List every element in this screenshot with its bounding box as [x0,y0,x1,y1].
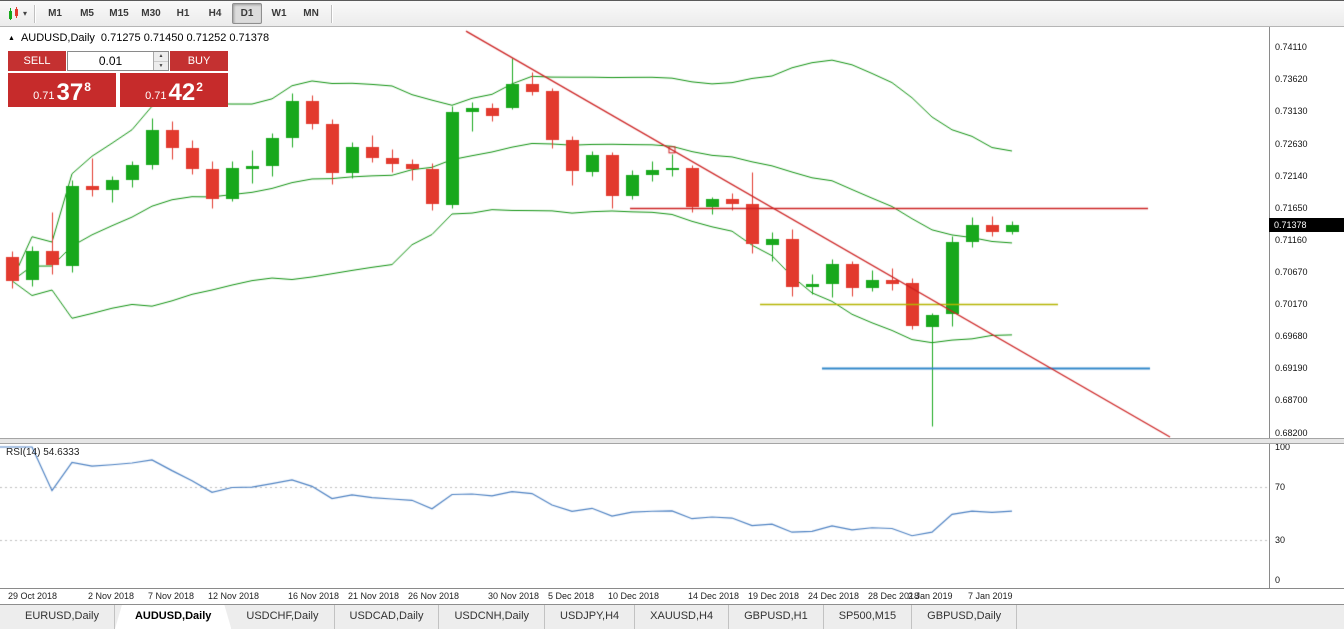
date-axis-label: 2 Nov 2018 [88,591,135,601]
buy-price-button[interactable]: 0.71 42 2 [120,73,228,107]
price-axis-label: 0.68200 [1275,428,1308,438]
date-axis-label: 19 Dec 2018 [748,591,800,601]
tab-gbpusd-h1[interactable]: GBPUSD,H1 [729,605,824,629]
date-axis-label: 2 Jan 2019 [908,591,953,601]
tab-eurusd-daily[interactable]: EURUSD,Daily [10,605,115,629]
chevron-down-icon: ▾ [23,9,28,18]
sell-price-prefix: 0.71 [33,90,55,102]
date-axis-label: 26 Nov 2018 [408,591,460,601]
price-axis[interactable]: 0.74110 0.73620 0.73130 0.72630 0.72140 0.716… [1269,27,1344,588]
timeframe-buttons: M1 M5 M15 M30 H1 H4 D1 W1 MN [40,3,326,24]
buy-price-main: 42 [168,79,196,106]
volume-control: 0.01 ▲ ▼ [67,51,169,71]
date-axis-label: 10 Dec 2018 [608,591,660,601]
buy-price-prefix: 0.71 [145,90,167,102]
window-splitter[interactable] [0,438,1344,444]
timeframe-h1-button[interactable]: H1 [176,8,190,19]
date-axis-label: 30 Nov 2018 [488,591,540,601]
rsi-axis-label: 100 [1275,442,1291,452]
date-axis-label: 14 Dec 2018 [688,591,740,601]
tab-sp500-m15[interactable]: SP500,M15 [824,605,913,629]
volume-spinner: ▲ ▼ [153,52,168,70]
date-axis-label: 21 Nov 2018 [348,591,400,601]
price-axis-label: 0.69190 [1275,363,1308,374]
date-axis-label: 7 Jan 2019 [968,591,1013,601]
ohlc-values: 0.71275 0.71450 0.71252 0.71378 [100,32,270,44]
timeframe-m5-button[interactable]: M5 [80,8,94,19]
triangle-marker-icon: ▲ [8,34,15,42]
buy-button[interactable]: BUY [170,51,228,71]
timeframe-mn-button[interactable]: MN [303,8,319,19]
symbol-timeframe-label: AUDUSD,Daily [20,32,95,44]
tab-usdcad-daily[interactable]: USDCAD,Daily [335,605,440,629]
price-axis-label: 0.70670 [1275,266,1308,277]
rsi-axis-label: 70 [1275,481,1286,492]
tab-audusd-daily[interactable]: AUDUSD,Daily [115,605,231,629]
chart-title: ▲ AUDUSD,Daily 0.71275 0.71450 0.71252 0… [8,32,269,44]
timeframe-d1-button[interactable]: D1 [232,3,263,24]
toolbar-separator [34,4,36,23]
one-click-trading-panel: SELL 0.01 ▲ ▼ BUY 0.71 37 8 0.71 [8,51,228,107]
date-axis-label: 16 Nov 2018 [288,591,340,601]
date-axis[interactable]: 29 Oct 2018 2 Nov 2018 7 Nov 2018 12 Nov 20… [0,588,1344,604]
toolbar: ▾ M1 M5 M15 M30 H1 H4 D1 W1 MN [0,1,1344,27]
sell-button[interactable]: SELL [8,51,66,71]
price-axis-label: 0.69680 [1275,331,1308,342]
price-axis-label: 0.71160 [1275,234,1307,245]
timeframe-w1-button[interactable]: W1 [271,8,287,19]
price-axis-label: 0.70170 [1275,299,1308,310]
tab-usdjpy-h4[interactable]: USDJPY,H4 [545,605,636,629]
chart-tools-button[interactable]: ▾ [4,4,29,24]
date-axis-label: 28 Dec 2018 [868,591,920,601]
price-axis-label: 0.72630 [1275,138,1308,149]
date-axis-label: 24 Dec 2018 [808,591,860,601]
date-axis-label: 5 Dec 2018 [548,591,595,601]
timeframe-m30-button[interactable]: M30 [141,8,161,19]
tab-xauusd-h4[interactable]: XAUUSD,H4 [635,605,730,629]
price-axis-label: 0.72140 [1275,170,1308,181]
toolbar-separator-2 [331,4,333,23]
price-axis-label: 0.73130 [1275,106,1308,116]
volume-input[interactable]: 0.01 [98,54,123,68]
current-price-badge: 0.71378 [1269,218,1344,233]
tab-gbpusd-daily[interactable]: GBPUSD,Daily [912,605,1018,629]
date-axis-label: 29 Oct 2018 [8,591,58,601]
sell-price-button[interactable]: 0.71 37 8 [8,73,116,107]
rsi-axis-label: 0 [1275,575,1281,585]
date-axis-label: 12 Nov 2018 [208,591,260,601]
rsi-axis-label: 30 [1275,535,1286,546]
timeframe-m15-button[interactable]: M15 [109,8,129,19]
volume-up-button[interactable]: ▲ [154,52,168,62]
timeframe-m1-button[interactable]: M1 [48,8,62,19]
chart-region: ▲ AUDUSD,Daily 0.71275 0.71450 0.71252 0… [0,27,1344,604]
candlestick-chart-icon [9,6,18,20]
price-axis-label: 0.71650 [1275,202,1308,213]
price-axis-label: 0.68700 [1275,395,1308,406]
date-axis-label: 7 Nov 2018 [148,591,195,601]
timeframe-h4-button[interactable]: H4 [208,8,222,19]
tab-usdcnh-daily[interactable]: USDCNH,Daily [439,605,546,629]
sell-price-pip: 8 [84,80,91,94]
volume-down-button[interactable]: ▼ [154,61,168,70]
chart-tab-bar: EURUSD,Daily AUDUSD,Daily USDCHF,Daily USDC… [0,604,1344,629]
price-axis-label: 0.74110 [1275,42,1307,52]
sell-price-main: 37 [56,79,84,106]
rsi-indicator-label: RSI(14) 54.6333 [6,447,80,458]
price-axis-label: 0.73620 [1275,74,1308,84]
rsi-canvas[interactable] [0,442,1268,589]
tab-usdchf-daily[interactable]: USDCHF,Daily [231,605,335,629]
buy-price-pip: 2 [196,80,203,94]
